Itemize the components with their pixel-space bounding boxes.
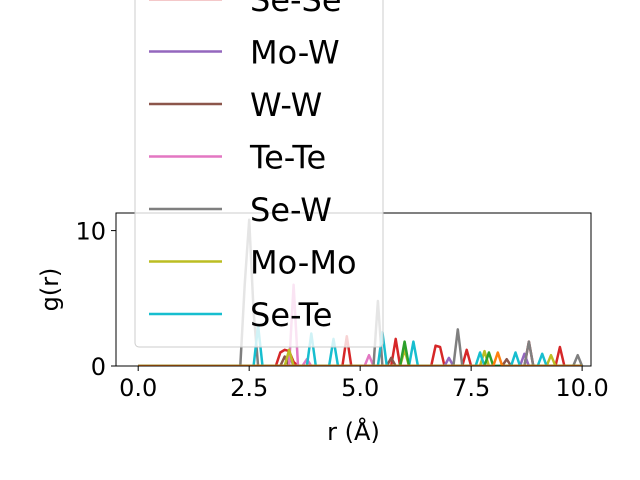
- x-tick-label: 10.0: [555, 374, 608, 402]
- legend-label-se-se: Se-Se: [250, 0, 342, 19]
- legend-label-mo-w: Mo-W: [250, 34, 340, 72]
- legend-label-w-w: W-W: [250, 86, 322, 124]
- legend-label-se-w: Se-W: [250, 191, 332, 229]
- x-tick-label: 0.0: [119, 374, 157, 402]
- legend: Se-Se Mo-W W-W Te-Te Se-W Mo-Mo Se-Te: [134, 0, 384, 348]
- x-tick-label: 5.0: [341, 374, 379, 402]
- series-line-unlabeled-8: [138, 351, 583, 366]
- y-axis-label: g(r): [36, 268, 64, 312]
- x-tick-label: 7.5: [452, 374, 490, 402]
- series-line-unlabeled-7: [138, 340, 583, 366]
- axis-ticks: 0.0 2.5 5.0 7.5 10.0 0 10: [75, 218, 608, 402]
- legend-label-mo-mo: Mo-Mo: [250, 244, 357, 282]
- y-tick-label: 0: [91, 353, 106, 381]
- series-line-w-w: [138, 355, 583, 366]
- legend-box: [134, 0, 384, 348]
- series-line-mo-mo: [138, 348, 583, 366]
- legend-label-te-te: Te-Te: [249, 139, 326, 177]
- y-tick-label: 10: [75, 218, 106, 246]
- series-line-se-te: [138, 324, 583, 366]
- x-tick-label: 2.5: [230, 374, 268, 402]
- legend-label-se-te: Se-Te: [250, 296, 332, 334]
- x-axis-label: r (Å): [327, 417, 380, 446]
